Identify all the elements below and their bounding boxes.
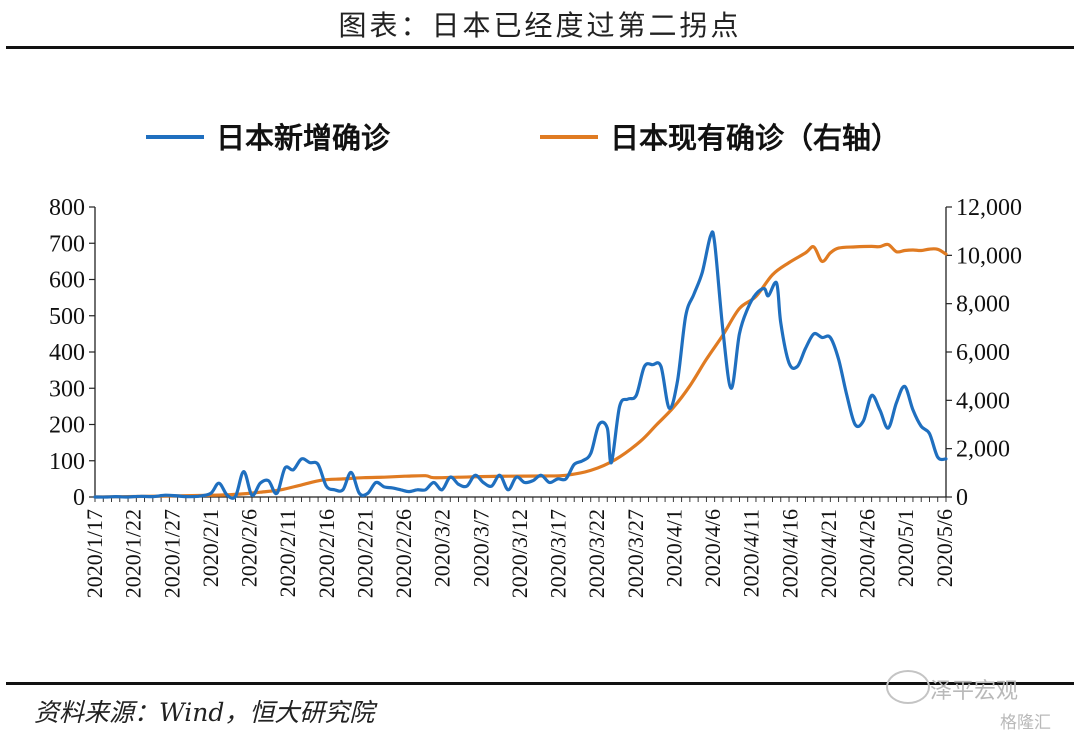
right-tick-label: 0 <box>956 485 968 511</box>
x-tick-label: 2020/2/1 <box>198 509 223 587</box>
x-tick-label: 2020/4/21 <box>816 509 841 598</box>
left-tick-label: 100 <box>49 449 85 475</box>
source-note: 资料来源：Wind，恒大研究院 <box>34 698 375 727</box>
x-tick-label: 2020/3/2 <box>430 509 455 587</box>
right-tick-label: 10,000 <box>956 243 1022 269</box>
x-tick-label: 2020/5/6 <box>932 509 957 587</box>
series-line-active-cases <box>93 242 948 499</box>
watermark-gelonghui: 格隆汇 <box>1000 713 1051 733</box>
right-tick-label: 6,000 <box>956 340 1010 366</box>
bottom-rule <box>6 682 1074 685</box>
top-rule <box>6 46 1074 49</box>
axes <box>89 206 952 502</box>
x-tick-label: 2020/3/22 <box>584 509 609 598</box>
tick-labels: 0 100 200 300 400 500 600 700 800 0 2,000 4,000 6,00… <box>49 195 1022 598</box>
chart-title: 图表：日本已经度过第二拐点 <box>338 9 742 42</box>
legend-label-new-cases: 日本新增确诊 <box>216 121 391 155</box>
x-tick-label: 2020/2/6 <box>237 509 262 587</box>
left-tick-label: 500 <box>49 304 85 330</box>
x-tick-label: 2020/1/27 <box>159 509 184 598</box>
x-tick-label: 2020/5/1 <box>893 509 918 587</box>
x-tick-label: 2020/2/16 <box>314 509 339 598</box>
series-lines <box>93 230 948 500</box>
x-tick-label: 2020/1/22 <box>121 509 146 598</box>
x-tick-label: 2020/4/6 <box>700 509 725 587</box>
x-tick-label: 2020/4/11 <box>739 509 764 597</box>
left-tick-label: 300 <box>49 376 85 402</box>
right-tick-label: 8,000 <box>956 292 1010 318</box>
left-tick-label: 200 <box>49 413 85 439</box>
x-tick-label: 2020/4/1 <box>661 509 686 587</box>
left-tick-label: 800 <box>49 195 85 221</box>
x-tick-label: 2020/3/7 <box>468 509 493 587</box>
left-tick-label: 700 <box>49 231 85 257</box>
legend-label-active-cases: 日本现有确诊（右轴） <box>610 121 900 155</box>
left-tick-label: 0 <box>73 485 85 511</box>
right-tick-label: 12,000 <box>956 195 1022 221</box>
x-tick-label: 2020/2/26 <box>391 509 416 598</box>
legend: 日本新增确诊 日本现有确诊（右轴） <box>146 121 900 155</box>
x-tick-label: 2020/1/17 <box>82 509 107 598</box>
left-tick-label: 600 <box>49 268 85 294</box>
watermark-zeping: 泽平宏观 <box>930 679 1019 704</box>
x-tick-label: 2020/4/16 <box>777 509 802 598</box>
left-tick-label: 400 <box>49 340 85 366</box>
x-tick-label: 2020/3/17 <box>546 509 571 598</box>
right-tick-label: 4,000 <box>956 388 1010 414</box>
x-tick-label: 2020/2/11 <box>275 509 300 597</box>
x-tick-label: 2020/2/21 <box>352 509 377 598</box>
wechat-logo-icon <box>886 670 930 704</box>
right-tick-label: 2,000 <box>956 437 1010 463</box>
x-tick-label: 2020/3/12 <box>507 509 532 598</box>
x-tick-label: 2020/4/26 <box>855 509 880 598</box>
x-tick-label: 2020/3/27 <box>623 509 648 598</box>
series-line-new-cases <box>93 230 948 500</box>
